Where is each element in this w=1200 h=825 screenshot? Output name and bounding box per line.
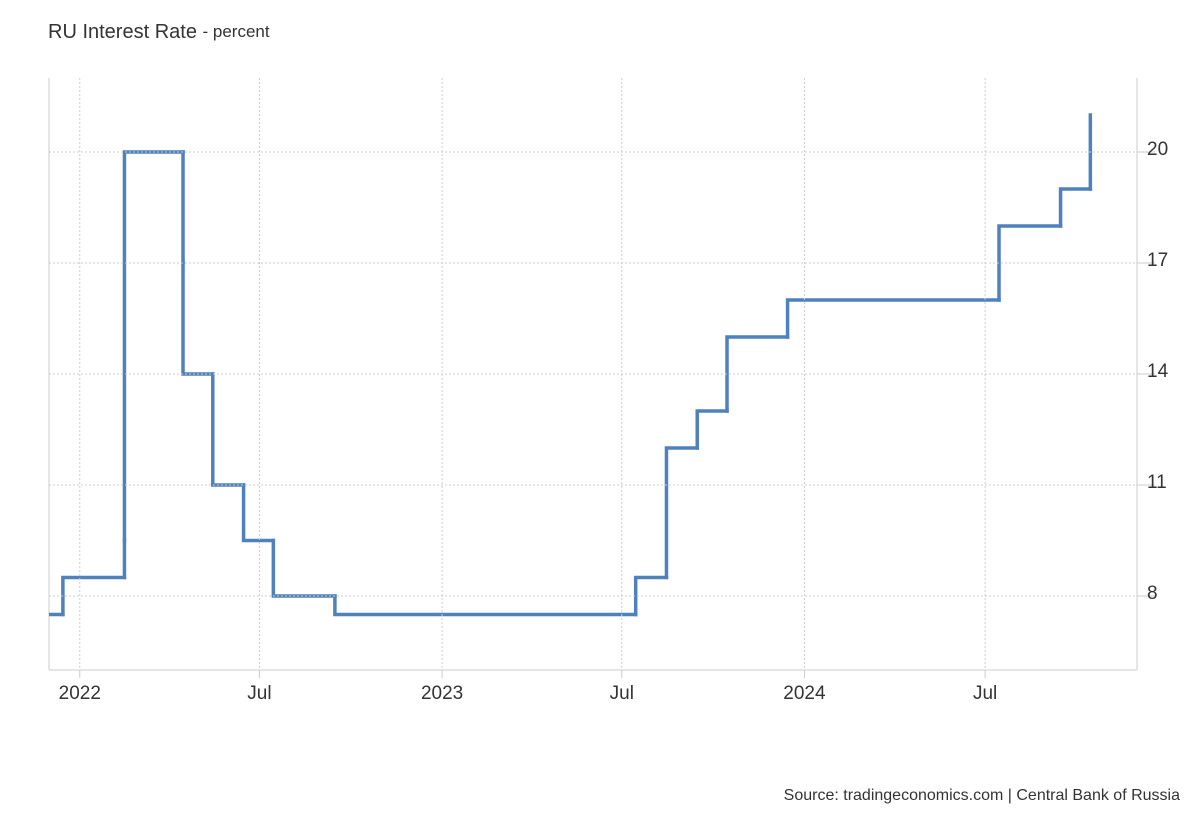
y-tick-label: 14 bbox=[1147, 361, 1169, 382]
x-tick-label: Jul bbox=[973, 683, 997, 704]
step-segment bbox=[333, 594, 638, 617]
x-tick-label: Jul bbox=[610, 683, 634, 704]
y-tick-label: 20 bbox=[1147, 139, 1168, 160]
step-segment bbox=[633, 575, 669, 617]
x-tick-label: 2023 bbox=[421, 683, 463, 704]
step-segment bbox=[725, 335, 790, 413]
chart-title: RU Interest Rate - percent bbox=[48, 21, 270, 43]
step-segment bbox=[1058, 187, 1093, 228]
x-tick-label: 2024 bbox=[783, 683, 826, 704]
x-tick-label: Jul bbox=[247, 683, 271, 704]
step-segment bbox=[211, 372, 246, 487]
step-segment bbox=[997, 224, 1063, 302]
subtitle: - percent bbox=[203, 22, 270, 41]
x-tick-label: 2022 bbox=[59, 683, 101, 704]
step-segment bbox=[785, 298, 1001, 339]
step-segment bbox=[241, 483, 276, 543]
step-segment bbox=[664, 446, 699, 580]
title: RU Interest Rate bbox=[48, 21, 197, 43]
y-tick-label: 8 bbox=[1147, 583, 1158, 604]
y-tick-label: 11 bbox=[1147, 472, 1167, 493]
step-segment bbox=[695, 409, 729, 450]
source: Source: tradingeconomics.com | Central B… bbox=[784, 787, 1180, 804]
step-segment bbox=[122, 150, 185, 543]
step-segment bbox=[61, 575, 127, 617]
step-segment bbox=[271, 538, 337, 598]
plot bbox=[49, 113, 1093, 617]
y-tick-label: 17 bbox=[1147, 250, 1168, 271]
step-segment bbox=[181, 261, 215, 376]
